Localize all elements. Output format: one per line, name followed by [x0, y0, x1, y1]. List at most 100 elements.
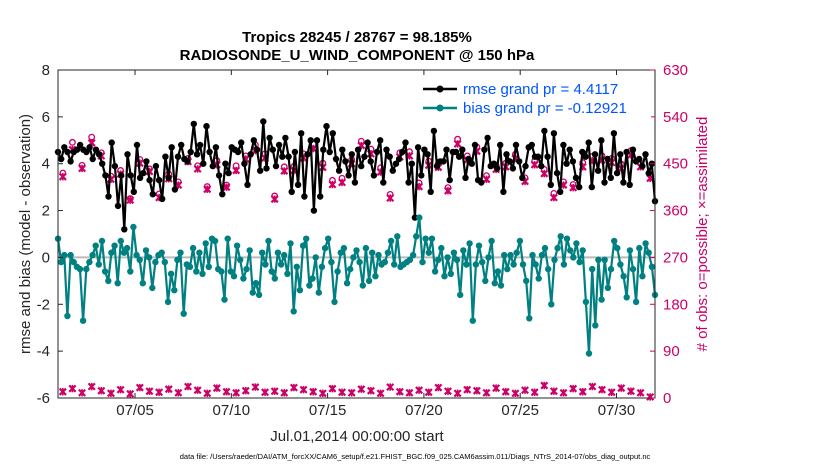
bias-point [224, 235, 231, 242]
bias-point [315, 289, 322, 296]
bias-point [171, 287, 178, 294]
rmse-point [459, 146, 466, 153]
rmse-point [121, 226, 128, 233]
bias-point [551, 256, 558, 263]
obs_bottom-marker [366, 386, 375, 395]
rmse-point [95, 151, 103, 158]
rmse-point [339, 146, 346, 153]
bias-point [469, 317, 476, 324]
legend-rmse-label: rmse grand pr = 4.4117 [463, 81, 618, 98]
bias-point [79, 317, 87, 324]
bias-point [309, 275, 316, 282]
bias-point [560, 261, 568, 268]
rmse-point [73, 146, 81, 153]
obs_bottom-marker [376, 389, 385, 398]
bias-point [120, 249, 128, 256]
bias-point [152, 258, 159, 266]
rmse-point [102, 172, 109, 179]
y-tick-label-right: 0 [663, 390, 671, 407]
bias-point [123, 244, 131, 252]
obs_bottom-marker [232, 388, 241, 397]
y-tick-label-left: -2 [37, 296, 50, 313]
rmse-point [405, 179, 412, 186]
bias-point [205, 263, 212, 270]
obs_assimilated-marker [328, 180, 337, 189]
bias-point [237, 256, 244, 263]
rmse-point [200, 160, 207, 167]
bias-point [57, 258, 65, 266]
rmse-point [282, 134, 289, 142]
rmse-point [307, 137, 314, 144]
bias-point [582, 298, 590, 306]
bias-point [92, 242, 99, 249]
rmse-point [594, 167, 602, 174]
bias-point [607, 265, 615, 273]
bias-point [227, 268, 234, 275]
rmse-point [247, 151, 254, 158]
y-tick-label-right: 270 [663, 249, 688, 266]
bias-point [450, 249, 458, 256]
rmse-point [538, 162, 545, 170]
obs_bottom-marker [424, 388, 433, 397]
obs_bottom-marker [646, 392, 655, 401]
bias-point [626, 247, 634, 254]
obs_assimilated-marker [453, 139, 462, 148]
bias-point [246, 247, 253, 254]
bias-point [114, 280, 121, 287]
bias-point [89, 251, 96, 259]
rmse-point [519, 174, 526, 181]
rmse-point [203, 123, 210, 130]
y-tick-label-right: 540 [663, 109, 688, 126]
y-tick-label-right: 90 [663, 343, 680, 360]
obs_bottom-marker [463, 385, 472, 394]
rmse-point [219, 191, 226, 198]
rmse-point [64, 148, 71, 156]
obs_bottom-marker [482, 388, 491, 397]
bias-point [592, 322, 599, 329]
rmse-point [159, 195, 166, 203]
bias-point [554, 244, 561, 252]
obs_bottom-marker [569, 384, 578, 393]
obs_bottom-marker [203, 389, 212, 398]
bias-point [570, 254, 577, 261]
bias-point [545, 265, 552, 273]
rmse-point [215, 172, 223, 179]
bias-point [164, 298, 172, 306]
rmse-point [206, 148, 213, 156]
rmse-point [566, 146, 573, 153]
bias-point [331, 298, 338, 306]
obs_possible-marker [68, 138, 76, 146]
bias-point [356, 258, 363, 266]
rmse-point [424, 151, 431, 158]
y-tick-label-right: 630 [663, 62, 688, 79]
rmse-point [623, 148, 630, 156]
bias-point [579, 247, 586, 254]
plot-frame [57, 69, 656, 399]
rmse-point [329, 130, 336, 137]
obs_assimilated-marker [232, 166, 241, 175]
obs_assimilated-marker [569, 183, 578, 192]
rmse-point [174, 153, 182, 160]
obs_bottom-marker [443, 387, 452, 396]
bias-point [95, 261, 103, 268]
bias-point [359, 282, 366, 289]
obs_bottom-marker [212, 384, 221, 393]
bias-point [604, 284, 612, 292]
bias-point [353, 247, 360, 254]
obs_bottom-marker [318, 389, 327, 398]
rmse-point [323, 123, 330, 130]
rmse-point [130, 188, 137, 195]
bias-point [648, 263, 656, 270]
rmse-point [304, 151, 311, 158]
y-tick-label-left: 2 [42, 203, 50, 220]
rmse-point [108, 139, 115, 146]
rmse-point [133, 141, 141, 149]
obs_bottom-marker [626, 387, 635, 396]
bias-point [83, 265, 90, 273]
rmse-point [500, 188, 507, 195]
rmse-point [399, 148, 406, 156]
y-tick-label-left: 0 [42, 249, 50, 266]
obs_bottom-marker [116, 385, 125, 394]
rmse-point [443, 146, 450, 153]
obs_bottom-marker [472, 386, 481, 395]
